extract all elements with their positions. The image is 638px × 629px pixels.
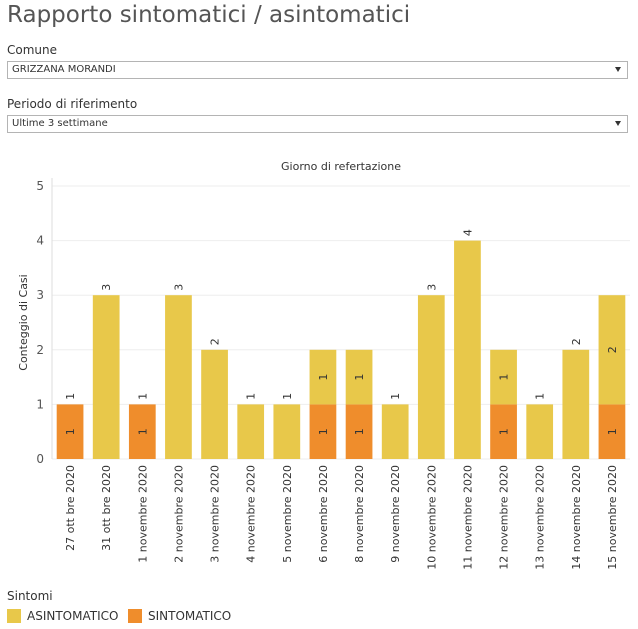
x-tick-label: 1 novembre 2020 xyxy=(136,465,149,563)
comune-dropdown[interactable]: GRIZZANA MORANDI xyxy=(7,61,628,79)
y-tick-label: 0 xyxy=(36,452,44,466)
data-label-sintomatico: 1 xyxy=(64,428,77,435)
x-tick-label: 3 novembre 2020 xyxy=(209,465,222,563)
bar-asintomatico xyxy=(526,404,554,459)
x-tick-label: 10 novembre 2020 xyxy=(425,465,438,570)
x-tick-label: 31 ott bre 2020 xyxy=(100,465,113,551)
x-tick-label: 15 novembre 2020 xyxy=(606,465,619,570)
bar-asintomatico xyxy=(237,404,265,459)
data-label-asintomatico: 1 xyxy=(281,393,294,400)
comune-value: GRIZZANA MORANDI xyxy=(12,64,116,75)
bar-asintomatico xyxy=(490,349,517,405)
y-tick-label: 2 xyxy=(36,343,44,357)
x-tick-label: 27 ott bre 2020 xyxy=(64,465,77,551)
x-tick-label: 6 novembre 2020 xyxy=(317,465,330,563)
bar-sintomatico xyxy=(128,404,156,459)
data-label-sintomatico: 1 xyxy=(498,428,511,435)
data-label-asintomatico: 2 xyxy=(209,338,222,345)
bar-asintomatico xyxy=(562,349,590,459)
data-label-sintomatico: 1 xyxy=(606,428,619,435)
bar-asintomatico xyxy=(201,349,228,459)
y-tick-label: 3 xyxy=(36,288,44,302)
data-label-asintomatico: 1 xyxy=(353,374,366,381)
y-tick-label: 5 xyxy=(36,179,44,193)
bar-asintomatico xyxy=(309,349,337,405)
x-tick-label: 12 novembre 2020 xyxy=(498,465,511,570)
bar-asintomatico xyxy=(598,295,626,405)
bar-asintomatico xyxy=(273,404,301,459)
periodo-value: Ultime 3 settimane xyxy=(12,118,108,129)
page-title: Rapporto sintomatici / asintomatici xyxy=(7,2,411,28)
data-label-asintomatico: 4 xyxy=(461,229,474,236)
x-tick-label: 8 novembre 2020 xyxy=(353,465,366,563)
legend-swatch-sintomatico xyxy=(128,609,142,623)
data-label-asintomatico: 2 xyxy=(606,346,619,353)
legend-item-sintomatico[interactable]: SINTOMATICO xyxy=(128,608,231,624)
x-tick-label: 11 novembre 2020 xyxy=(461,465,474,570)
y-tick-label: 4 xyxy=(36,234,44,248)
bar-asintomatico xyxy=(454,240,481,459)
bar-asintomatico xyxy=(417,295,445,459)
bar-chart: Giorno di refertazione 0 1 2 3 4 5 Conteggio di… xyxy=(17,160,630,570)
data-label-asintomatico: 1 xyxy=(245,393,258,400)
data-label-asintomatico: 1 xyxy=(534,393,547,400)
bar-sintomatico xyxy=(56,404,84,459)
chevron-down-icon[interactable] xyxy=(615,67,621,72)
bar-asintomatico xyxy=(381,404,409,459)
data-label-sintomatico: 1 xyxy=(353,428,366,435)
x-tick-label: 13 novembre 2020 xyxy=(534,465,547,570)
y-axis-label: Conteggio di Casi xyxy=(17,274,30,370)
comune-label: Comune xyxy=(7,43,58,57)
data-label-asintomatico: 3 xyxy=(425,284,438,291)
data-label-total: 1 xyxy=(136,393,149,400)
data-label-total: 1 xyxy=(64,393,77,400)
legend-label-sintomatico: SINTOMATICO xyxy=(148,609,232,623)
data-label-asintomatico: 1 xyxy=(389,393,402,400)
x-tick-label: 14 novembre 2020 xyxy=(570,465,583,570)
data-label-asintomatico: 3 xyxy=(100,284,113,291)
bar-sintomatico xyxy=(345,404,373,459)
data-label-asintomatico: 3 xyxy=(172,284,185,291)
legend-label-asintomatico: ASINTOMATICO xyxy=(27,609,119,623)
x-tick-label: 5 novembre 2020 xyxy=(281,465,294,563)
bar-asintomatico xyxy=(92,295,120,459)
bar-asintomatico xyxy=(165,295,192,459)
periodo-dropdown[interactable]: Ultime 3 settimane xyxy=(7,115,628,133)
data-label-sintomatico: 1 xyxy=(136,428,149,435)
legend-item-asintomatico[interactable]: ASINTOMATICO xyxy=(7,608,118,624)
data-label-asintomatico: 1 xyxy=(317,374,330,381)
bar-sintomatico xyxy=(598,404,626,459)
periodo-label: Periodo di riferimento xyxy=(7,97,138,111)
legend-swatch-asintomatico xyxy=(7,609,21,623)
chevron-down-icon[interactable] xyxy=(615,121,621,126)
y-tick-label: 1 xyxy=(36,397,44,411)
x-tick-label: 9 novembre 2020 xyxy=(389,465,402,563)
chart-title: Giorno di refertazione xyxy=(281,160,401,173)
bar-sintomatico xyxy=(490,404,517,459)
bar-sintomatico xyxy=(309,404,337,459)
x-tick-label: 2 novembre 2020 xyxy=(172,465,185,563)
data-label-asintomatico: 2 xyxy=(570,338,583,345)
bar-asintomatico xyxy=(345,349,373,405)
data-label-sintomatico: 1 xyxy=(317,428,330,435)
legend-title: Sintomi xyxy=(7,589,53,603)
data-label-asintomatico: 1 xyxy=(498,374,511,381)
x-tick-label: 4 novembre 2020 xyxy=(245,465,258,563)
